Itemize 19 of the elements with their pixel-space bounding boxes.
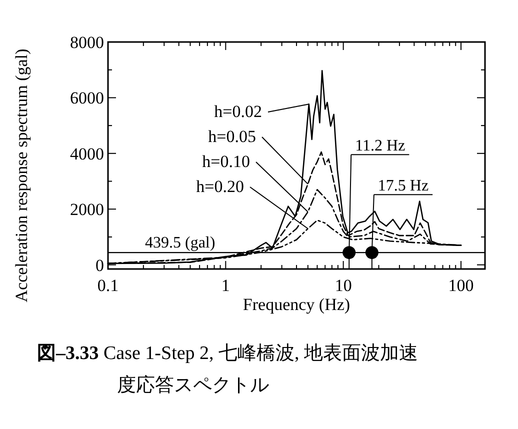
y-tick-label: 4000 — [70, 144, 104, 164]
x-tick-label: 10 — [334, 276, 352, 295]
text: h=0.20 — [196, 177, 244, 196]
y-tick-label: 6000 — [70, 88, 104, 108]
y-tick-label: 8000 — [70, 33, 104, 52]
y-tick-label: 2000 — [70, 200, 104, 220]
x-tick-label: 100 — [448, 276, 474, 295]
annotation: 11.2 Hz — [355, 138, 406, 155]
annotation: 17.5 Hz — [378, 178, 429, 195]
text: h=0.05 — [208, 127, 256, 146]
text: 図–3.33 Case 1-Step 2, 七峰橋波, 地表面波加速度応答スペクトル — [37, 342, 420, 398]
y-axis-title: Acceleration response spectrum (gal) — [12, 48, 31, 302]
ref-line-label: 439.5 (gal) — [145, 234, 216, 252]
y-tick-label: 0 — [96, 256, 104, 275]
x-tick-label: 0.1 — [97, 276, 119, 295]
x-axis-title: Frequency (Hz) — [242, 295, 350, 314]
x-tick-label: 1 — [221, 276, 230, 295]
text: h=0.10 — [202, 152, 250, 171]
legend-label: h=0.02 — [214, 102, 262, 121]
